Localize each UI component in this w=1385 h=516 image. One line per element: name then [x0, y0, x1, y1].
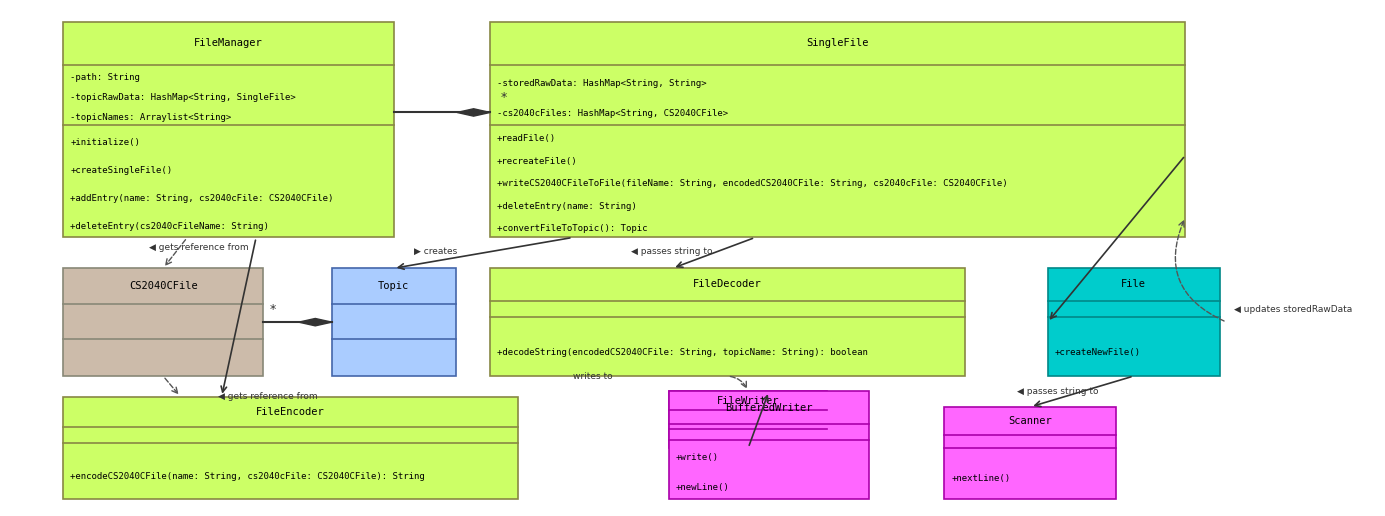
Text: ◀ gets reference from: ◀ gets reference from [150, 243, 249, 252]
Bar [1047, 268, 1220, 376]
Text: +deleteEntry(name: String): +deleteEntry(name: String) [497, 202, 637, 211]
Text: *: * [270, 303, 276, 316]
Text: FileDecoder: FileDecoder [694, 280, 762, 289]
Bar [490, 22, 1186, 237]
Text: -topicNames: Arraylist<String>: -topicNames: Arraylist<String> [71, 113, 231, 122]
Text: BufferedWriter: BufferedWriter [726, 402, 813, 413]
Text: +deleteEntry(cs2040cFileName: String): +deleteEntry(cs2040cFileName: String) [71, 222, 269, 231]
Text: CS2040CFile: CS2040CFile [129, 281, 198, 291]
Bar [945, 407, 1116, 499]
Text: ◀ updates storedRawData: ◀ updates storedRawData [1234, 305, 1352, 314]
Text: +addEntry(name: String, cs2040cFile: CS2040CFile): +addEntry(name: String, cs2040cFile: CS2… [71, 194, 334, 203]
Text: +recreateFile(): +recreateFile() [497, 157, 578, 166]
Text: FileEncoder: FileEncoder [256, 407, 325, 417]
Bar [490, 268, 965, 376]
Text: +initialize(): +initialize() [71, 138, 140, 147]
Text: -storedRawData: HashMap<String, String>: -storedRawData: HashMap<String, String> [497, 78, 706, 88]
Text: *: * [501, 91, 507, 104]
Text: ◀ gets reference from: ◀ gets reference from [219, 392, 317, 401]
Text: +nextLine(): +nextLine() [951, 474, 1011, 483]
Text: +createNewFile(): +createNewFile() [1054, 348, 1140, 357]
Text: File: File [1122, 280, 1147, 289]
Polygon shape [299, 318, 332, 326]
Text: ▶ creates: ▶ creates [414, 247, 457, 256]
Text: FileManager: FileManager [194, 39, 263, 49]
Text: Topic: Topic [378, 281, 410, 291]
Text: +newLine(): +newLine() [676, 483, 730, 492]
Text: -path: String: -path: String [71, 73, 140, 82]
Bar [64, 397, 518, 499]
Bar [332, 268, 456, 376]
Text: ◀ passes string to: ◀ passes string to [1017, 387, 1098, 396]
Text: SingleFile: SingleFile [806, 39, 868, 49]
Text: +readFile(): +readFile() [497, 134, 557, 143]
Text: +write(): +write() [676, 453, 719, 462]
Bar [669, 392, 827, 448]
Text: -cs2040cFiles: HashMap<String, CS2040CFile>: -cs2040cFiles: HashMap<String, CS2040CFi… [497, 109, 729, 118]
Text: Scanner: Scanner [1008, 416, 1053, 426]
Text: writes to: writes to [573, 372, 612, 380]
Bar [669, 392, 868, 499]
Text: -topicRawData: HashMap<String, SingleFile>: -topicRawData: HashMap<String, SingleFil… [71, 93, 296, 102]
Text: +createSingleFile(): +createSingleFile() [71, 166, 172, 175]
Polygon shape [457, 109, 490, 116]
Text: ◀ passes string to: ◀ passes string to [632, 247, 713, 256]
Text: +decodeString(encodedCS2040CFile: String, topicName: String): boolean: +decodeString(encodedCS2040CFile: String… [497, 348, 868, 357]
Text: +writeCS2040CFileToFile(fileName: String, encodedCS2040CFile: String, cs2040cFil: +writeCS2040CFileToFile(fileName: String… [497, 179, 1008, 188]
Text: FileWriter: FileWriter [717, 396, 780, 406]
Text: +convertFileToTopic(): Topic: +convertFileToTopic(): Topic [497, 224, 648, 233]
Bar [64, 22, 393, 237]
Text: +encodeCS2040CFile(name: String, cs2040cFile: CS2040CFile): String: +encodeCS2040CFile(name: String, cs2040c… [71, 472, 425, 481]
Bar [64, 268, 263, 376]
